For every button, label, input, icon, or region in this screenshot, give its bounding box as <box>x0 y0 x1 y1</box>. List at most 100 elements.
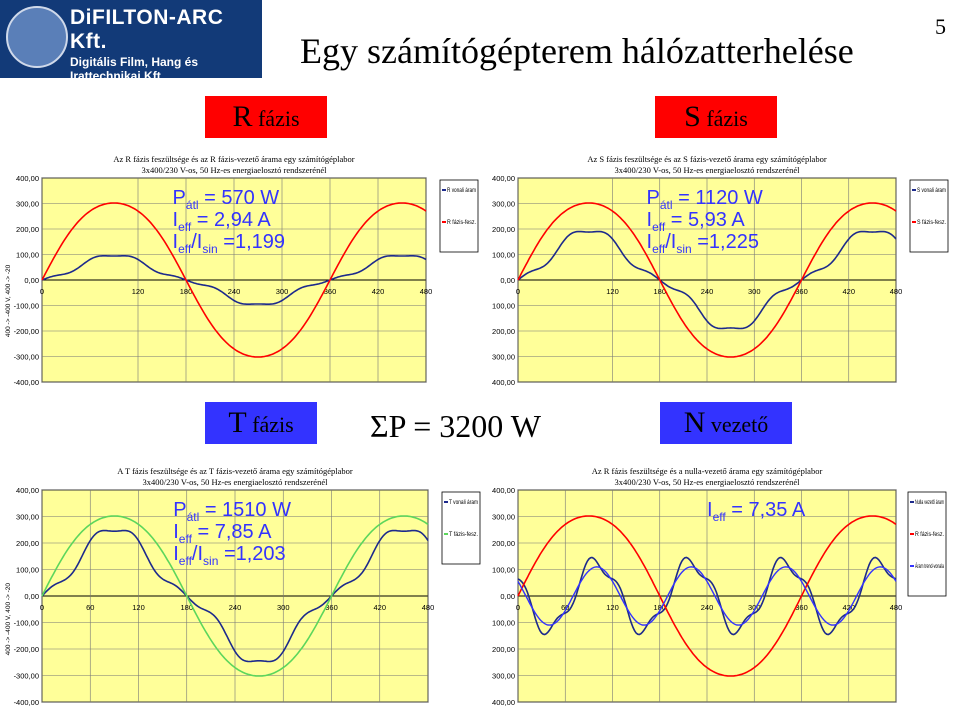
t-phase-label: T fázis <box>205 402 317 444</box>
legend-box <box>907 491 947 597</box>
r-phase-label: R fázis <box>205 96 327 138</box>
series-line <box>517 566 897 626</box>
legend-entry: Áram trend-vonala <box>915 561 944 570</box>
annotation-part: I <box>173 521 179 543</box>
logo-emblem-icon <box>6 6 68 68</box>
x-tick-label: 300 <box>277 603 290 612</box>
x-tick-label: 0 <box>40 287 44 296</box>
x-tick-label: 180 <box>653 287 666 296</box>
chart-subtitle: 3x400/230 V-os, 50 Hz-es energiaelosztó … <box>142 165 328 175</box>
y-tick-label: -200,00 <box>14 327 39 336</box>
chart-subtitle: 3x400/230 V-os, 50 Hz-es energiaelosztó … <box>615 165 801 175</box>
logo-line-1: Digitális Film, Hang és Irattechnikai Kf… <box>70 55 199 83</box>
legend-entry: R fázis-fesz. <box>447 219 476 226</box>
annotation-text: Ieff/Isin =1,225 <box>647 231 759 256</box>
legend-entry: R vonali áram <box>447 187 476 194</box>
y-tick-label: 200,00 <box>16 539 39 548</box>
annotation-text: Pátl = 1120 W <box>647 187 763 212</box>
annotation-part: I <box>173 231 179 253</box>
legend-box <box>439 179 479 253</box>
annotation-part: átl <box>186 198 199 212</box>
y-tick-label: 100,00 <box>492 251 515 260</box>
series-line <box>517 230 897 330</box>
page-title: Egy számítógépterem hálózatterhelése <box>300 31 854 71</box>
r-phase-letter: R <box>232 100 253 133</box>
annotation-part: = 7,85 A <box>192 521 272 543</box>
legend-entry: R fázis-fesz. <box>915 531 944 538</box>
y-tick-label: 200,00 <box>492 539 515 548</box>
n-conductor-letter: N <box>683 406 706 439</box>
y-tick-label: -100,00 <box>14 302 39 311</box>
x-tick-label: 240 <box>229 603 242 612</box>
x-tick-label: 420 <box>372 287 385 296</box>
annotation-part: eff <box>713 510 727 524</box>
chart-subtitle: 3x400/230 V-os, 50 Hz-es energiaelosztó … <box>143 477 329 487</box>
y-tick-label: -400,00 <box>492 378 515 387</box>
y-tick-label: -200,00 <box>492 327 515 336</box>
annotation-part: = 7,35 A <box>726 499 806 521</box>
y-axis-label: 400 -> -400 V, 400 -> -20 <box>5 583 12 656</box>
x-tick-label: 300 <box>748 603 761 612</box>
y-tick-label: -100,00 <box>14 619 39 628</box>
n-conductor-word: vezető <box>705 412 769 437</box>
chart-r-phase: 400,00 300,00 200,00 100,00 0,00 -100,00 -200,… <box>5 154 479 387</box>
y-tick-label: 0,00 <box>24 276 39 285</box>
y-tick-label: -200,00 <box>492 645 515 654</box>
annotation-part: átl <box>660 198 673 212</box>
annotation-part: átl <box>187 510 200 524</box>
x-tick-label: 300 <box>748 287 761 296</box>
annotation-part: sin <box>676 242 691 256</box>
x-tick-label: 360 <box>795 287 808 296</box>
annotation-part: I <box>647 209 653 231</box>
x-tick-label: 180 <box>180 603 193 612</box>
logo-line-2: MTA-SZTAKI hasznosítási vállalkozása <box>70 87 227 97</box>
y-tick-label: -300,00 <box>14 353 39 362</box>
x-tick-label: 120 <box>606 603 619 612</box>
annotation-text: Ieff = 7,35 A <box>707 499 806 524</box>
chart-title: Az S fázis feszültsége és az S fázis-vez… <box>587 154 826 164</box>
annotation-part: P <box>647 187 660 209</box>
y-tick-label: -100,00 <box>492 302 515 311</box>
y-tick-label: -300,00 <box>492 672 515 681</box>
n-conductor-label: N vezető <box>660 402 792 444</box>
y-tick-label: 100,00 <box>492 566 515 575</box>
r-phase-word: fázis <box>252 106 300 131</box>
x-tick-label: 240 <box>701 287 714 296</box>
annotation-part: /I <box>192 543 203 565</box>
y-tick-label: 200,00 <box>16 225 39 234</box>
chart-title: Az R fázis feszültsége és az R fázis-vez… <box>113 154 354 164</box>
legend-entry: T vonali áram <box>449 499 478 506</box>
annotation-part: I <box>173 209 179 231</box>
y-tick-label: -300,00 <box>492 353 515 362</box>
annotation-part: eff <box>652 242 666 256</box>
y-tick-label: -400,00 <box>14 698 39 707</box>
annotation-part: eff <box>178 242 192 256</box>
y-tick-label: 400,00 <box>492 174 515 183</box>
annotation-text: Ieff = 7,85 A <box>173 521 272 546</box>
y-tick-label: -100,00 <box>492 619 515 628</box>
y-tick-label: -200,00 <box>14 645 39 654</box>
y-tick-label: 0,00 <box>24 592 39 601</box>
x-tick-label: 0 <box>516 287 520 296</box>
x-tick-label: 240 <box>701 603 714 612</box>
t-phase-letter: T <box>228 406 247 439</box>
chart-n-conductor: 400,00 300,00 200,00 100,00 0,00 -100,00 -200,… <box>492 466 947 707</box>
series-line <box>517 515 897 677</box>
total-power-label: ΣP = 3200 W <box>370 408 541 444</box>
x-tick-label: 180 <box>653 603 666 612</box>
annotation-text: Ieff/Isin =1,203 <box>173 543 285 568</box>
annotation-part: sin <box>203 554 218 568</box>
y-tick-label: 400,00 <box>492 486 515 495</box>
legend-box <box>441 491 481 565</box>
legend-entry: T fázis-fesz. <box>449 531 478 538</box>
annotation-part: =1,203 <box>218 543 285 565</box>
x-tick-label: 480 <box>422 603 435 612</box>
s-phase-letter: S <box>684 100 701 133</box>
annotation-part: I <box>707 499 713 521</box>
annotation-part: = 2,94 A <box>191 209 271 231</box>
series-line <box>517 556 897 636</box>
y-tick-label: 400,00 <box>16 174 39 183</box>
x-tick-label: 300 <box>276 287 289 296</box>
page-number: 5 <box>935 14 946 39</box>
x-tick-label: 480 <box>890 287 903 296</box>
